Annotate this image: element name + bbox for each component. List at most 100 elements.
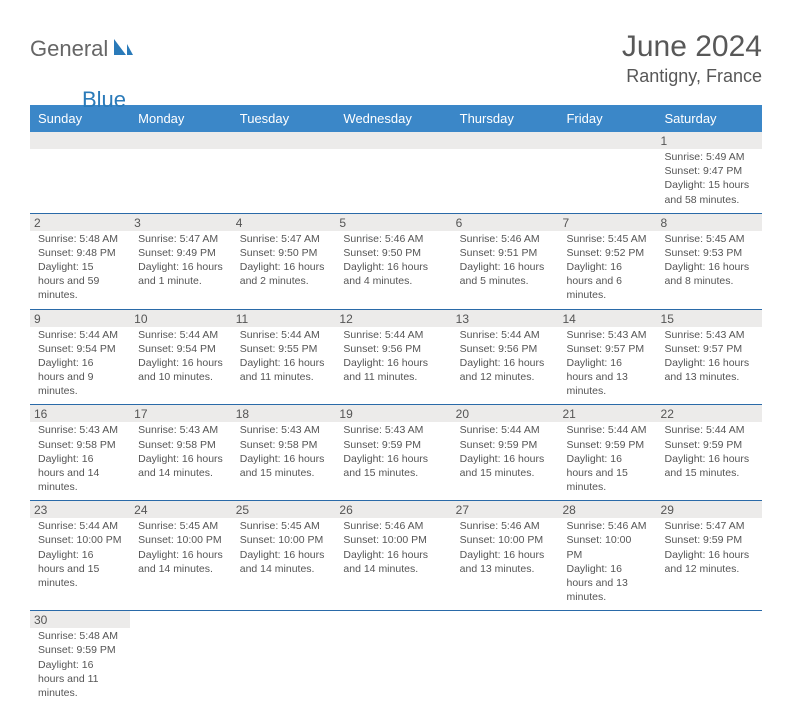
day-header: Friday — [558, 105, 656, 132]
day-number: 10 — [130, 309, 232, 327]
daylight-text: Daylight: 16 hours and 5 minutes. — [460, 261, 545, 287]
day-info: Sunrise: 5:44 AMSunset: 9:59 PMDaylight:… — [456, 422, 555, 482]
day-number: 24 — [130, 501, 232, 519]
sunset-text: Sunset: 9:57 PM — [665, 343, 743, 355]
week-info-strip: Sunrise: 5:49 AMSunset: 9:47 PMDaylight:… — [30, 149, 762, 213]
empty-cell — [232, 132, 336, 149]
sunrise-text: Sunrise: 5:45 AM — [240, 520, 320, 532]
day-number: 15 — [657, 309, 762, 327]
week-number-strip: 1 — [30, 132, 762, 149]
header: General June 2024 Rantigny, France — [30, 30, 762, 87]
day-number: 30 — [30, 611, 130, 629]
day-cell: Sunrise: 5:46 AMSunset: 10:00 PMDaylight… — [558, 518, 656, 611]
sunrise-text: Sunrise: 5:44 AM — [566, 424, 646, 436]
empty-cell — [130, 149, 232, 213]
daylight-text: Daylight: 16 hours and 10 minutes. — [138, 357, 223, 383]
empty-cell — [335, 149, 451, 213]
sunrise-text: Sunrise: 5:45 AM — [566, 233, 646, 245]
empty-cell — [232, 149, 336, 213]
day-cell: Sunrise: 5:43 AMSunset: 9:59 PMDaylight:… — [335, 422, 451, 500]
day-number: 13 — [452, 309, 559, 327]
sunrise-text: Sunrise: 5:45 AM — [138, 520, 218, 532]
empty-cell — [232, 628, 336, 706]
week-number-strip: 30 — [30, 611, 762, 629]
day-number: 26 — [335, 501, 451, 519]
day-info: Sunrise: 5:43 AMSunset: 9:58 PMDaylight:… — [236, 422, 332, 482]
day-info: Sunrise: 5:49 AMSunset: 9:47 PMDaylight:… — [661, 149, 758, 209]
empty-cell — [452, 611, 559, 629]
day-header: Thursday — [452, 105, 559, 132]
week-info-strip: Sunrise: 5:44 AMSunset: 10:00 PMDaylight… — [30, 518, 762, 611]
sunset-text: Sunset: 9:51 PM — [460, 247, 538, 259]
empty-cell — [657, 628, 762, 706]
day-number: 17 — [130, 405, 232, 423]
sunrise-text: Sunrise: 5:44 AM — [138, 329, 218, 341]
sunrise-text: Sunrise: 5:46 AM — [566, 520, 646, 532]
day-cell: Sunrise: 5:44 AMSunset: 9:59 PMDaylight:… — [558, 422, 656, 500]
empty-cell — [558, 628, 656, 706]
empty-cell — [130, 628, 232, 706]
sunrise-text: Sunrise: 5:44 AM — [460, 424, 540, 436]
daylight-text: Daylight: 16 hours and 13 minutes. — [665, 357, 750, 383]
sunrise-text: Sunrise: 5:45 AM — [665, 233, 745, 245]
sunrise-text: Sunrise: 5:48 AM — [38, 233, 118, 245]
day-info: Sunrise: 5:46 AMSunset: 10:00 PMDaylight… — [562, 518, 652, 606]
day-cell: Sunrise: 5:49 AMSunset: 9:47 PMDaylight:… — [657, 149, 762, 213]
day-cell: Sunrise: 5:45 AMSunset: 10:00 PMDaylight… — [130, 518, 232, 611]
empty-cell — [335, 628, 451, 706]
day-cell: Sunrise: 5:46 AMSunset: 10:00 PMDaylight… — [452, 518, 559, 611]
sunset-text: Sunset: 9:57 PM — [566, 343, 644, 355]
day-info: Sunrise: 5:44 AMSunset: 9:56 PMDaylight:… — [339, 327, 447, 387]
sunset-text: Sunset: 9:48 PM — [38, 247, 116, 259]
day-cell: Sunrise: 5:45 AMSunset: 9:53 PMDaylight:… — [657, 231, 762, 309]
daylight-text: Daylight: 16 hours and 6 minutes. — [566, 261, 621, 301]
empty-cell — [232, 611, 336, 629]
day-info: Sunrise: 5:45 AMSunset: 9:52 PMDaylight:… — [562, 231, 652, 305]
daylight-text: Daylight: 16 hours and 14 minutes. — [138, 453, 223, 479]
day-info: Sunrise: 5:44 AMSunset: 9:59 PMDaylight:… — [562, 422, 652, 496]
sunrise-text: Sunrise: 5:46 AM — [343, 233, 423, 245]
month-year: June 2024 — [622, 30, 762, 64]
sunset-text: Sunset: 9:55 PM — [240, 343, 318, 355]
daylight-text: Daylight: 16 hours and 13 minutes. — [566, 563, 627, 603]
location: Rantigny, France — [622, 66, 762, 87]
day-header: Tuesday — [232, 105, 336, 132]
sunset-text: Sunset: 9:50 PM — [240, 247, 318, 259]
day-number: 6 — [452, 213, 559, 231]
sunrise-text: Sunrise: 5:46 AM — [460, 233, 540, 245]
calendar-table: SundayMondayTuesdayWednesdayThursdayFrid… — [30, 105, 762, 706]
sunrise-text: Sunrise: 5:47 AM — [665, 520, 745, 532]
day-info: Sunrise: 5:46 AM Sunset: 9:51 PM Daylight:… — [456, 231, 555, 291]
week-number-strip: 9101112131415 — [30, 309, 762, 327]
daylight-text: Daylight: 16 hours and 11 minutes. — [343, 357, 428, 383]
day-cell: Sunrise: 5:46 AMSunset: 10:00 PMDaylight… — [335, 518, 451, 611]
day-number: 11 — [232, 309, 336, 327]
sunset-text: Sunset: 9:47 PM — [665, 165, 743, 177]
day-info: Sunrise: 5:47 AMSunset: 9:59 PMDaylight:… — [661, 518, 758, 578]
empty-cell — [30, 149, 130, 213]
sunrise-text: Sunrise: 5:44 AM — [460, 329, 540, 341]
sunrise-text: Sunrise: 5:47 AM — [240, 233, 320, 245]
week-number-strip: 23242526272829 — [30, 501, 762, 519]
day-cell: Sunrise: 5:44 AMSunset: 9:59 PMDaylight:… — [657, 422, 762, 500]
day-info: Sunrise: 5:44 AMSunset: 9:55 PMDaylight:… — [236, 327, 332, 387]
day-number: 1 — [657, 132, 762, 149]
day-cell: Sunrise: 5:43 AMSunset: 9:57 PMDaylight:… — [657, 327, 762, 405]
sunset-text: Sunset: 10:00 PM — [343, 534, 426, 546]
day-cell: Sunrise: 5:44 AMSunset: 9:55 PMDaylight:… — [232, 327, 336, 405]
daylight-text: Daylight: 16 hours and 15 minutes. — [240, 453, 325, 479]
day-number: 28 — [558, 501, 656, 519]
day-number: 2 — [30, 213, 130, 231]
day-info: Sunrise: 5:45 AMSunset: 10:00 PMDaylight… — [134, 518, 228, 578]
sunset-text: Sunset: 9:59 PM — [665, 439, 743, 451]
day-number: 9 — [30, 309, 130, 327]
empty-cell — [452, 132, 559, 149]
empty-cell — [452, 628, 559, 706]
sunrise-text: Sunrise: 5:48 AM — [38, 630, 118, 642]
sunset-text: Sunset: 9:59 PM — [460, 439, 538, 451]
daylight-text: Daylight: 16 hours and 15 minutes. — [38, 549, 99, 589]
sunrise-text: Sunrise: 5:43 AM — [566, 329, 646, 341]
sunset-text: Sunset: 9:59 PM — [566, 439, 644, 451]
empty-cell — [130, 611, 232, 629]
sunset-text: Sunset: 9:59 PM — [665, 534, 743, 546]
